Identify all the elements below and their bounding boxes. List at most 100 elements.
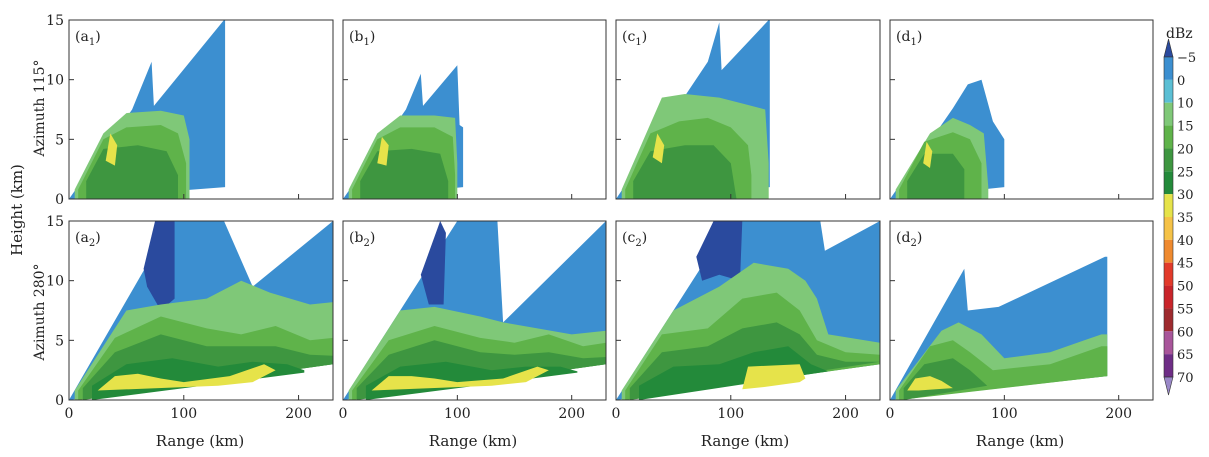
panel-label-close: ) — [642, 230, 647, 246]
panel-d2: 0 100 200 (d2) — [886, 220, 1154, 422]
colorbar-tick-label: −5 — [1177, 51, 1196, 66]
colorbar-tick-label: 60 — [1177, 325, 1194, 340]
colorbar-segment — [1164, 79, 1173, 103]
colorbar-segment — [1164, 171, 1173, 195]
panel-frame — [615, 19, 881, 200]
panel-a2: 0 100 200 0 5 10 15 (a2) — [46, 214, 334, 422]
panel-label-main: (d — [896, 29, 910, 45]
panel-label: (c2) — [622, 230, 647, 249]
panel-label: (b1) — [349, 29, 375, 48]
colorbar-segment — [1164, 217, 1173, 240]
colorbar-unit: dBz — [1166, 26, 1193, 42]
panel-label-close: ) — [95, 29, 100, 45]
panel-frame — [342, 220, 607, 401]
panel-a1: 0 5 10 15 (a1) — [46, 13, 334, 208]
x-axis-label: Range (km) — [429, 432, 518, 450]
panel-label-main: (c — [622, 230, 635, 246]
colorbar-extension-bottom — [1163, 376, 1174, 396]
panel-data — [343, 65, 464, 199]
row-label-azimuth-280: Azimuth 280° — [32, 263, 48, 361]
x-axis-label: Range (km) — [156, 432, 245, 450]
echo-region-35dbz — [652, 133, 665, 164]
echo-region--5dbz — [420, 221, 446, 305]
colorbar-frame — [1163, 56, 1174, 378]
colorbar-segment — [1164, 285, 1173, 309]
x-tick-label: 100 — [991, 406, 1018, 422]
y-axis-label: Height (km) — [8, 164, 26, 256]
panel-data — [890, 256, 1108, 400]
colorbar-segment — [1164, 57, 1173, 80]
panel-label: (a1) — [75, 29, 101, 48]
panel-label-subscript: 1 — [910, 37, 916, 48]
panel-data — [69, 221, 333, 400]
x-tick-label: 200 — [1105, 406, 1132, 422]
echo-region-35dbz — [923, 141, 933, 168]
panel-b1: (b1) — [342, 19, 607, 200]
colorbar-segment — [1164, 262, 1173, 286]
colorbar-segment — [1164, 148, 1173, 172]
panel-data — [890, 79, 1005, 199]
panel-c1: (c1) — [615, 19, 881, 200]
panel-label-close: ) — [917, 29, 922, 45]
colorbar-tick-label: 55 — [1177, 302, 1194, 317]
echo-region-35dbz — [742, 364, 806, 390]
panel-data — [616, 20, 770, 199]
panel-label-main: (c — [622, 29, 635, 45]
colorbar-tick-label: 40 — [1177, 234, 1194, 249]
x-tick-label: 100 — [444, 406, 471, 422]
colorbar-segment — [1164, 125, 1173, 149]
colorbar-segment — [1164, 308, 1173, 332]
panel-label: (c1) — [622, 29, 647, 48]
colorbar: dBz −5 0 10 15 20 25 30 35 40 45 50 55 60 65 70 — [1163, 26, 1196, 396]
panel-data — [69, 20, 226, 199]
panel-label-main: (b — [349, 29, 363, 45]
echo-region-35dbz — [371, 366, 549, 391]
panel-label-subscript: 2 — [363, 238, 369, 249]
panel-frame — [68, 19, 334, 200]
panel-label-subscript: 2 — [89, 238, 95, 249]
panel-label-subscript: 1 — [635, 37, 641, 48]
y-tick-label: 15 — [46, 13, 64, 29]
colorbar-tick-label: 20 — [1177, 142, 1194, 157]
panel-data — [343, 221, 606, 400]
colorbar-tick-label: 25 — [1177, 165, 1194, 180]
panel-label-close: ) — [370, 29, 375, 45]
panel-label-close: ) — [370, 230, 375, 246]
colorbar-tick-label: 35 — [1177, 211, 1194, 226]
panel-label-subscript: 1 — [363, 37, 369, 48]
panel-label-subscript: 2 — [910, 238, 916, 249]
echo-region--5dbz — [143, 221, 175, 311]
panel-label: (a2) — [75, 230, 101, 249]
colorbar-tick-label: 15 — [1177, 120, 1194, 135]
panel-label-main: (a — [75, 29, 89, 45]
x-tick-label: 0 — [612, 406, 621, 422]
x-tick-label: 100 — [170, 406, 197, 422]
colorbar-tick-label: 65 — [1177, 348, 1194, 363]
panel-label-main: (d — [896, 230, 910, 246]
colorbar-segment — [1164, 239, 1173, 263]
panel-data — [616, 221, 880, 400]
panel-frame — [68, 220, 334, 401]
panel-c2: 0 100 200 (c2) — [612, 220, 881, 422]
row-label-azimuth-115: Azimuth 115° — [32, 59, 48, 157]
x-tick-label: 0 — [886, 406, 895, 422]
x-tick-label: 0 — [65, 406, 74, 422]
panel-frame — [615, 220, 881, 401]
y-tick-label: 10 — [46, 274, 64, 290]
colorbar-tick-label: 45 — [1177, 257, 1194, 272]
x-tick-label: 100 — [717, 406, 744, 422]
colorbar-segment — [1164, 331, 1173, 355]
panel-frame — [889, 220, 1154, 401]
panel-label-main: (a — [75, 230, 89, 246]
panel-d1: (d1) — [889, 19, 1154, 200]
echo-region-35dbz — [105, 133, 118, 166]
panel-label-close: ) — [642, 29, 647, 45]
y-tick-label: 5 — [55, 132, 64, 148]
x-tick-label: 0 — [339, 406, 348, 422]
colorbar-tick-label: 10 — [1177, 97, 1194, 112]
panel-frame — [889, 19, 1154, 200]
echo-region-25dbz — [907, 153, 965, 199]
y-tick-label: 0 — [55, 192, 64, 208]
